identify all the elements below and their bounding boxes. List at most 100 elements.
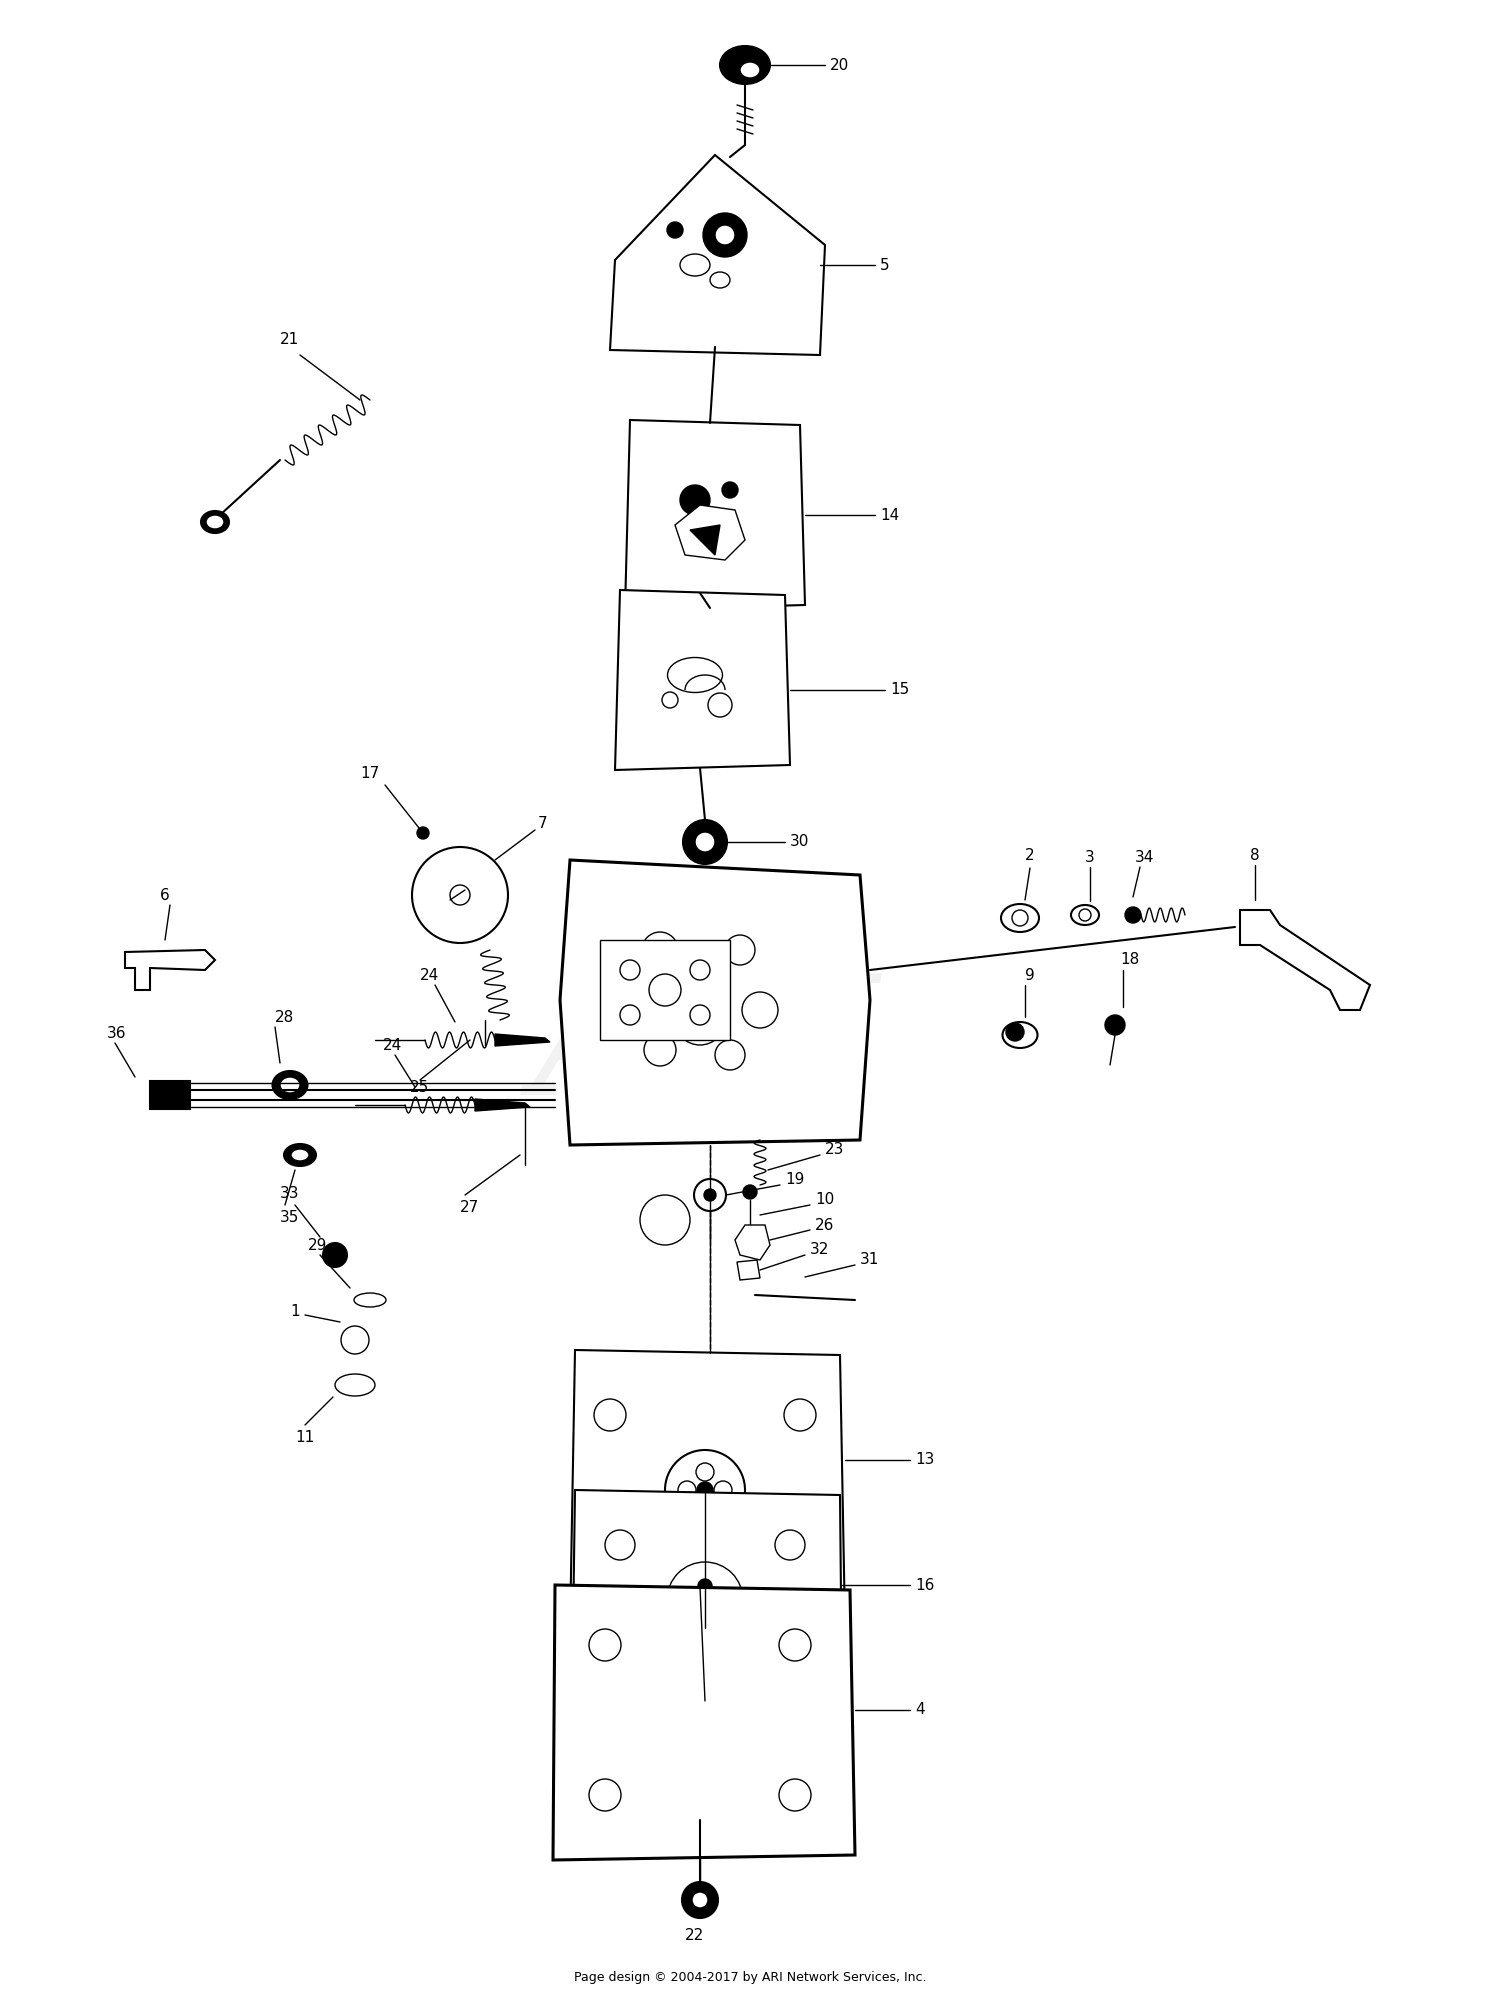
Circle shape: [450, 885, 470, 905]
Circle shape: [417, 827, 429, 839]
Ellipse shape: [273, 1070, 308, 1099]
Circle shape: [776, 1530, 806, 1560]
Circle shape: [714, 1482, 732, 1500]
Circle shape: [686, 1593, 700, 1607]
Ellipse shape: [206, 514, 224, 528]
Polygon shape: [610, 155, 825, 355]
Circle shape: [682, 1883, 718, 1917]
Text: 30: 30: [790, 835, 810, 849]
Text: 25: 25: [410, 1081, 429, 1095]
Polygon shape: [690, 524, 720, 554]
Circle shape: [696, 1500, 714, 1516]
Circle shape: [594, 1548, 626, 1581]
Circle shape: [340, 1327, 369, 1355]
Text: ARI: ARI: [532, 968, 878, 1129]
Circle shape: [784, 1548, 816, 1581]
Circle shape: [698, 1607, 712, 1621]
Circle shape: [694, 833, 715, 853]
Circle shape: [620, 960, 640, 980]
Text: 5: 5: [880, 258, 890, 272]
Polygon shape: [1240, 909, 1370, 1010]
Circle shape: [662, 691, 678, 708]
Polygon shape: [570, 1351, 844, 1631]
Circle shape: [604, 1639, 634, 1669]
Ellipse shape: [334, 1375, 375, 1395]
Text: 34: 34: [1136, 849, 1155, 865]
Circle shape: [722, 482, 738, 498]
Text: 4: 4: [915, 1702, 924, 1718]
Text: 16: 16: [915, 1577, 934, 1593]
Ellipse shape: [291, 1149, 309, 1161]
Text: 10: 10: [815, 1193, 834, 1208]
Circle shape: [650, 974, 681, 1006]
Polygon shape: [736, 1260, 760, 1280]
Circle shape: [698, 1482, 712, 1498]
Text: 6: 6: [160, 887, 170, 903]
Ellipse shape: [680, 254, 710, 276]
Circle shape: [696, 1464, 714, 1482]
Circle shape: [724, 935, 754, 966]
Text: 29: 29: [308, 1238, 327, 1252]
Circle shape: [680, 486, 710, 514]
Circle shape: [704, 214, 747, 256]
Text: 7: 7: [538, 816, 548, 831]
Text: 27: 27: [460, 1200, 480, 1214]
Ellipse shape: [710, 272, 730, 288]
Text: 19: 19: [784, 1173, 804, 1187]
Text: 2: 2: [1024, 849, 1035, 863]
Circle shape: [678, 1482, 696, 1500]
Text: 13: 13: [915, 1452, 934, 1468]
Circle shape: [604, 1530, 634, 1560]
Polygon shape: [124, 950, 214, 990]
Text: 3: 3: [1084, 849, 1095, 865]
Circle shape: [668, 222, 682, 238]
Ellipse shape: [201, 510, 229, 532]
Circle shape: [698, 1579, 712, 1593]
Circle shape: [694, 1179, 726, 1212]
Circle shape: [642, 931, 678, 968]
Circle shape: [1013, 909, 1028, 925]
Text: 1: 1: [290, 1304, 300, 1320]
Circle shape: [778, 1629, 812, 1661]
Circle shape: [620, 1006, 640, 1024]
Circle shape: [322, 1244, 346, 1266]
Text: 32: 32: [810, 1242, 830, 1258]
Circle shape: [413, 847, 509, 943]
Circle shape: [716, 1040, 746, 1070]
Circle shape: [692, 1891, 708, 1907]
Circle shape: [708, 694, 732, 718]
Circle shape: [668, 1562, 742, 1637]
Text: 24: 24: [420, 968, 440, 982]
Circle shape: [590, 1778, 621, 1810]
Text: 35: 35: [280, 1210, 300, 1224]
Circle shape: [704, 1189, 716, 1202]
Text: 20: 20: [830, 58, 849, 73]
Circle shape: [640, 1195, 690, 1246]
Text: 9: 9: [1024, 968, 1035, 982]
Circle shape: [716, 226, 735, 246]
Text: 8: 8: [1250, 847, 1260, 863]
Ellipse shape: [354, 1292, 386, 1306]
Ellipse shape: [720, 46, 770, 85]
Polygon shape: [495, 1034, 550, 1046]
Polygon shape: [554, 1585, 855, 1861]
Circle shape: [1007, 1022, 1025, 1040]
Polygon shape: [572, 1490, 842, 1704]
Ellipse shape: [668, 657, 723, 694]
Circle shape: [742, 1185, 758, 1200]
Text: 15: 15: [890, 683, 909, 698]
Ellipse shape: [154, 1085, 184, 1107]
Polygon shape: [150, 1081, 190, 1109]
Circle shape: [1106, 1014, 1125, 1034]
Circle shape: [784, 1399, 816, 1431]
Text: 18: 18: [1120, 952, 1140, 968]
Circle shape: [664, 1450, 746, 1530]
Circle shape: [1078, 909, 1090, 921]
Bar: [600, 939, 730, 1040]
Text: 28: 28: [274, 1010, 294, 1024]
Ellipse shape: [1002, 1022, 1038, 1048]
Text: 17: 17: [360, 766, 380, 780]
Circle shape: [742, 992, 778, 1028]
Text: 11: 11: [296, 1429, 315, 1445]
Text: 22: 22: [686, 1927, 705, 1943]
